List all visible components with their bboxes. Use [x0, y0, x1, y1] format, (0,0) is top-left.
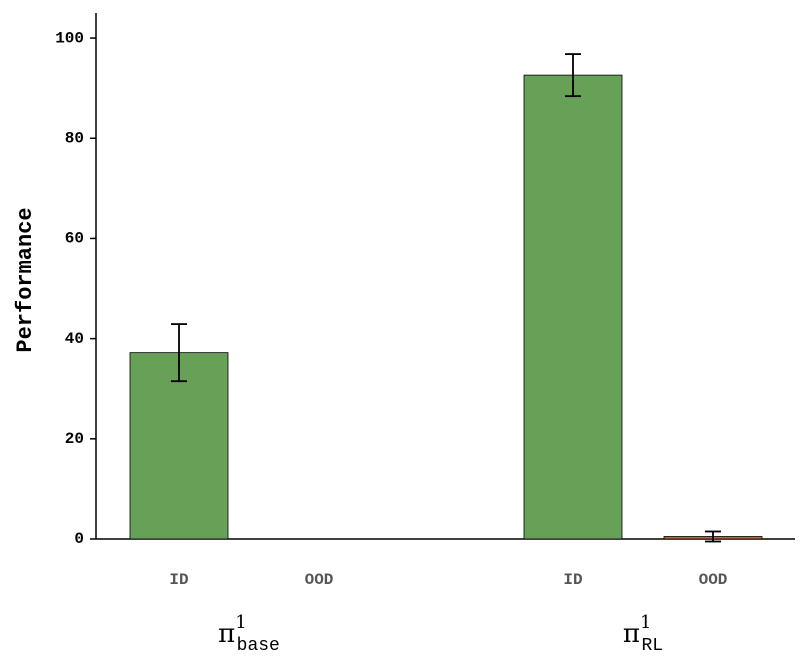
group-label-main: π — [623, 619, 640, 649]
y-tick-label: 100 — [55, 29, 84, 47]
bar — [129, 352, 229, 540]
group-label-main: π — [218, 619, 235, 649]
group-label-sub: base — [237, 636, 280, 656]
x-tick-label: OOD — [699, 571, 728, 589]
y-tick-label: 80 — [65, 129, 84, 147]
group-label: π1 base — [218, 612, 280, 656]
group-label: π1 RL — [623, 612, 663, 656]
bar — [523, 74, 623, 540]
y-tick-label: 60 — [65, 230, 84, 248]
group-label-sub: RL — [641, 636, 663, 656]
y-tick-label: 40 — [65, 330, 84, 348]
x-tick-label: ID — [563, 571, 582, 589]
x-tick-label: ID — [169, 571, 188, 589]
y-tick-label: 20 — [65, 430, 84, 448]
y-tick-label: 0 — [74, 530, 84, 548]
x-tick-label: OOD — [305, 571, 334, 589]
group-label-sup: 1 — [640, 612, 651, 633]
y-axis-label: Performance — [13, 207, 38, 352]
group-label-sup: 1 — [235, 612, 246, 633]
